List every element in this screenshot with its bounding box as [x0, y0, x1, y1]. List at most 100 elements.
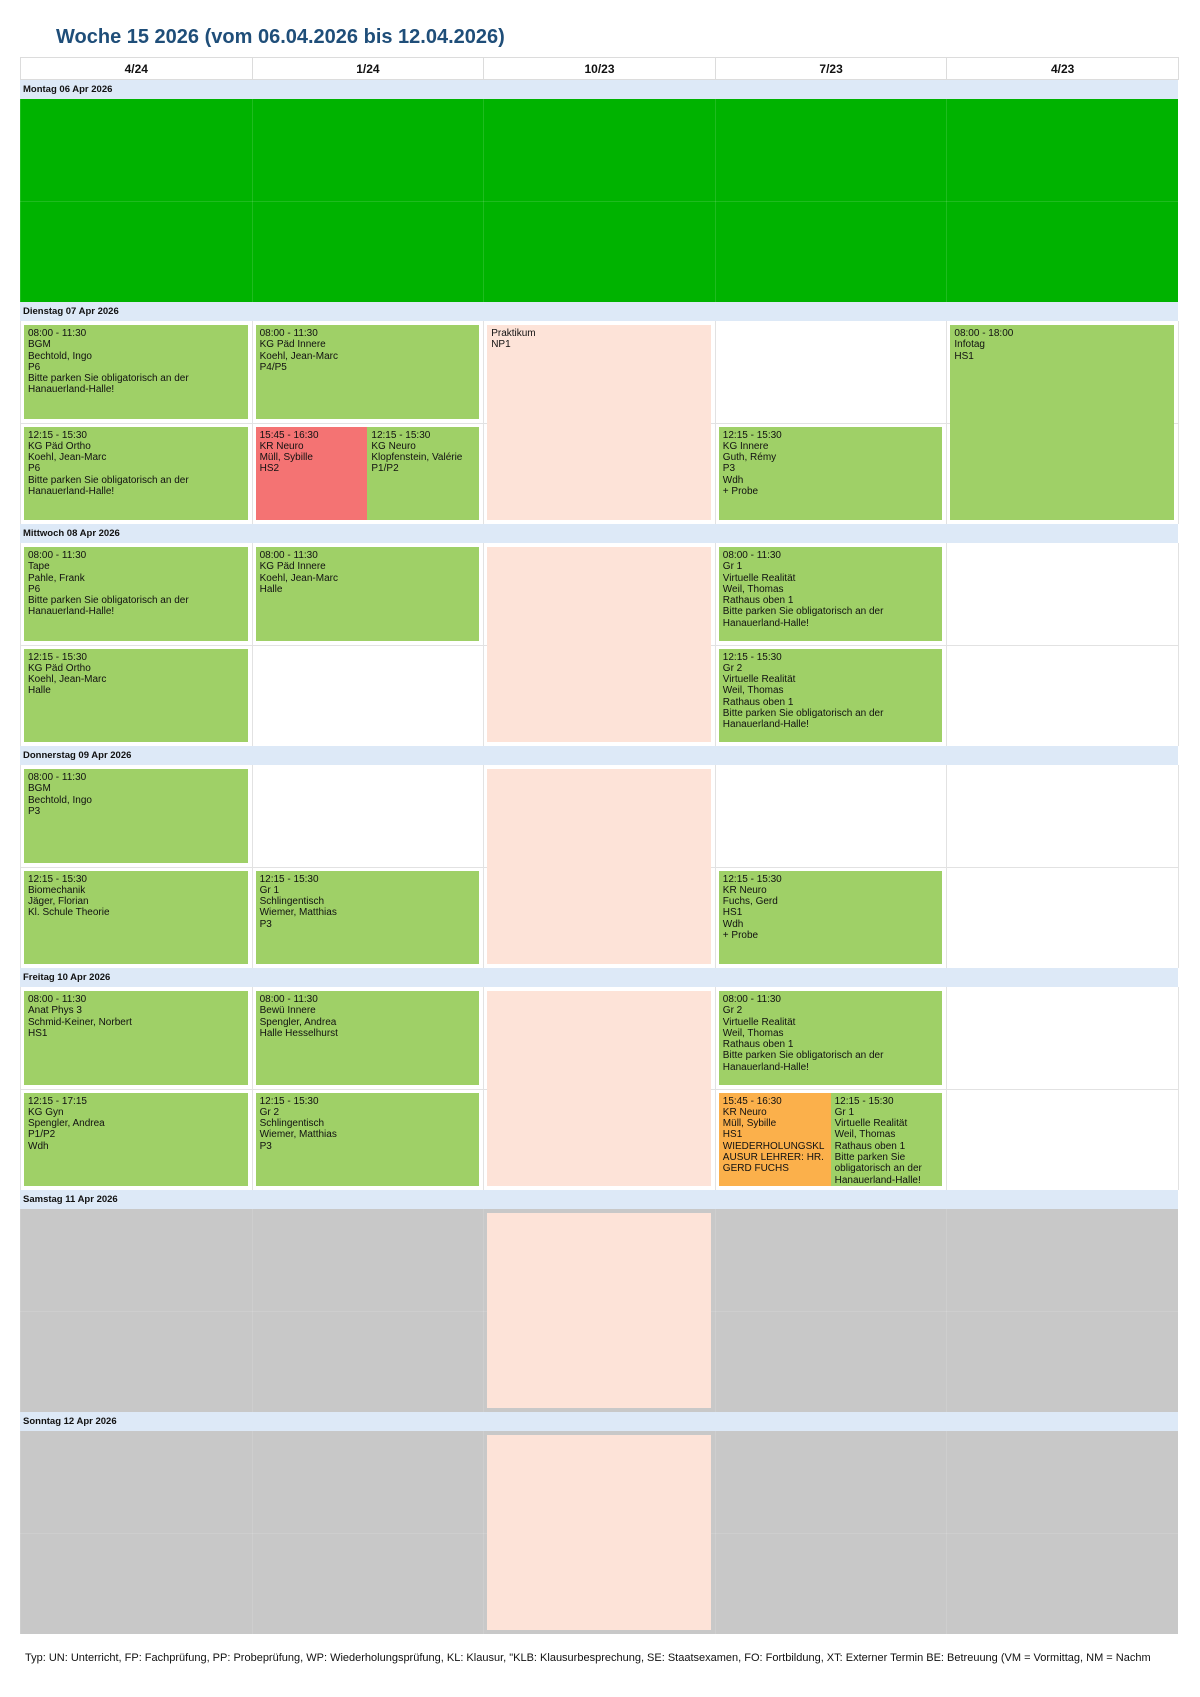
event-line: Bitte parken Sie obligatorisch an der Ha… [722, 707, 884, 731]
day-header: Montag 06 Apr 2026 [20, 80, 1178, 99]
event-line: Gr 1 [834, 1106, 855, 1118]
grid-line [946, 1209, 948, 1412]
grid-line [1178, 765, 1179, 968]
event-line: Wdh [722, 918, 744, 930]
grid-line [20, 1634, 1178, 1635]
event: 08:00 - 11:30 BGM Bechtold, Ingo P3 [24, 769, 248, 863]
event-line: Gr 1 [722, 561, 743, 573]
event-line: Weil, Thomas [722, 1027, 784, 1039]
legend-text: Typ: UN: Unterricht, FP: Fachprüfung, PP… [25, 1652, 1151, 1664]
event-line: 08:00 - 11:30 [28, 328, 87, 339]
event-line: Praktikum [491, 328, 536, 339]
day-header: Mittwoch 08 Apr 2026 [20, 524, 1178, 543]
grid-line [20, 200, 1178, 202]
event-line: Bitte parken Sie obligatorisch an der Ha… [722, 606, 884, 629]
event-line: Halle [28, 685, 51, 697]
day-header: Dienstag 07 Apr 2026 [20, 302, 1178, 321]
event [487, 547, 711, 742]
event: 08:00 - 11:30 KG Päd Innere Koehl, Jean-Ma… [255, 325, 480, 419]
event-line: Bechtold, Ingo [28, 794, 92, 806]
event-line: Gr 2 [722, 662, 743, 674]
event-line: Rathaus oben 1 [722, 696, 794, 708]
day-header: Donnerstag 09 Apr 2026 [20, 746, 1178, 765]
event-line: KG Päd Innere [259, 339, 326, 351]
event-line: Rathaus oben 1 [834, 1140, 906, 1152]
event-line: Koehl, Jean-Marc [28, 674, 107, 686]
event-line: Pahle, Frank [28, 572, 85, 584]
grid-line [1178, 987, 1179, 1190]
event-line: Bitte parken Sie obligatorisch an der Ha… [28, 373, 189, 396]
event-line: Bitte parken Sie obligatorisch an der Ha… [28, 595, 189, 618]
event-line: Bitte parken Sie obligatorisch an der Ha… [834, 1151, 922, 1186]
event-line: P1/P2 [371, 463, 399, 475]
event-line: P3 [722, 463, 736, 475]
event: 12:15 - 15:30 KG Päd Ortho Koehl, Jean-Mar… [24, 426, 248, 520]
event-line: Virtuelle Realität [722, 674, 796, 686]
event: 12:15 - 15:30 Gr 2 Virtuelle Realität Weil,… [718, 648, 943, 742]
event-line: Halle [259, 583, 283, 595]
event: 08:00 - 11:30 BGM Bechtold, Ingo P6 Bitte pa… [24, 325, 248, 419]
event-line: WIEDERHOLUNGSKLAUSUR LEHRER: HR. GERD FU… [722, 1140, 825, 1175]
event: 08:00 - 11:30 KG Päd Innere Koehl, Jean-Ma… [255, 547, 480, 641]
event-line: Halle Hesselhurst [259, 1027, 338, 1039]
event: 15:45 - 16:30 KR Neuro Müll, Sybille HS1 WIE… [718, 1092, 831, 1186]
event-line: P6 [28, 463, 41, 475]
event-line: NP1 [491, 339, 511, 351]
grid-line [20, 99, 21, 302]
event-line: 12:15 - 15:30 [722, 873, 782, 885]
day-header: Freitag 10 Apr 2026 [20, 968, 1178, 987]
grid-line [1178, 99, 1179, 302]
event-line: KG Päd Innere [259, 561, 326, 573]
event: 08:00 - 11:30 Gr 2 Virtuelle Realität Weil,… [718, 991, 943, 1085]
event-line: P3 [259, 918, 272, 930]
event-line: Wiemer, Matthias [259, 1129, 337, 1141]
event-line: KG Innere [722, 440, 769, 452]
event-line: 15:45 - 16:30 [722, 1095, 782, 1107]
page-title: Woche 15 2026 (vom 06.04.2026 bis 12.04.… [56, 26, 505, 48]
event-line: Müll, Sybille [259, 452, 313, 464]
grid-line [483, 99, 485, 302]
event-line: 12:15 - 15:30 [259, 1095, 319, 1107]
event: Praktikum NP1 [487, 325, 711, 520]
event-line: 08:00 - 11:30 [28, 772, 87, 783]
event [487, 769, 711, 964]
event: 08:00 - 11:30 Tape Pahle, Frank P6 Bitte par… [24, 547, 248, 641]
column-header: 1/24 [251, 57, 485, 80]
event-line: Spengler, Andrea [259, 1016, 337, 1028]
event: 12:15 - 15:30 KG Päd Ortho Koehl, Jean-Mar… [24, 648, 248, 742]
event-line: P1/P2 [28, 1129, 56, 1141]
event-line: Guth, Rémy [722, 452, 777, 464]
grid-line [946, 1431, 948, 1634]
event-line: Klopfenstein, Valérie [371, 452, 463, 464]
grid-line [714, 1431, 716, 1634]
event-line: KR Neuro [259, 440, 304, 452]
event-line: Weil, Thomas [834, 1129, 896, 1141]
event-line: HS1 [722, 907, 743, 919]
event-line: Fuchs, Gerd [722, 896, 778, 908]
event-line: KG Päd Ortho [28, 440, 91, 452]
event-line: 12:15 - 15:30 [259, 873, 319, 885]
event-line: BGM [28, 339, 51, 351]
event-line: Infotag [954, 339, 985, 351]
event-line: 08:00 - 11:30 [28, 550, 87, 561]
event-line: Bitte parken Sie obligatorisch an der Ha… [28, 474, 189, 497]
event-line: 12:15 - 15:30 [28, 651, 87, 663]
event-line: HS2 [259, 463, 280, 475]
event-line: Weil, Thomas [722, 685, 784, 697]
event-line: KG Neuro [371, 440, 416, 452]
event: 12:15 - 15:30 KG Neuro Klopfenstein, Valér… [367, 426, 480, 520]
grid-line [251, 1209, 253, 1412]
event: 12:15 - 15:30 Gr 1 Schlingentisch Wiemer, M… [255, 870, 480, 964]
grid-line [251, 99, 253, 302]
event-line: Wdh [722, 474, 744, 486]
event-line: KR Neuro [722, 884, 767, 896]
event-line: KG Gyn [28, 1106, 64, 1118]
event-line: Rathaus oben 1 [722, 1039, 794, 1051]
event-line: Gr 2 [722, 1005, 743, 1017]
day-fill [20, 99, 1178, 302]
event-line: + Probe [722, 929, 759, 941]
grid-line [251, 1431, 253, 1634]
event-line: 08:00 - 11:30 [259, 328, 318, 339]
event: 08:00 - 11:30 Bewü Innere Spengler, Andrea… [255, 991, 480, 1085]
